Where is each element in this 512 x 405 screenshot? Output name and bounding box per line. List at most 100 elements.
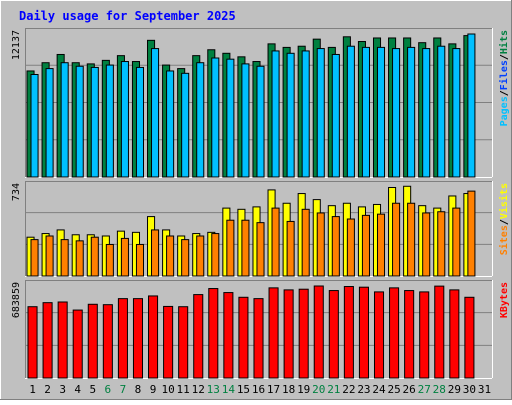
x-tick-label: 16	[252, 383, 265, 396]
series-legend: Sites/Visits	[498, 183, 510, 255]
x-tick-label: 12	[192, 383, 205, 396]
bar-files-day-3	[60, 62, 69, 178]
bar-files-day-27	[422, 48, 431, 178]
x-tick-label: 8	[135, 383, 142, 396]
x-tick-label: 29	[448, 383, 461, 396]
bar-kbytes-day-3	[57, 301, 68, 379]
bar-files-day-17	[271, 50, 280, 178]
bar-kbytes-day-26	[404, 290, 415, 379]
x-tick-label: 28	[433, 383, 446, 396]
bar-sites-day-26	[407, 202, 416, 277]
bar-files-day-15	[241, 63, 250, 178]
bar-files-day-23	[361, 46, 370, 178]
chart-title: Daily usage for September 2025	[19, 9, 236, 23]
bar-kbytes-day-16	[253, 298, 264, 379]
bar-kbytes-day-25	[389, 287, 400, 379]
bar-kbytes-day-28	[434, 285, 445, 379]
legend-entry-files: Files	[498, 60, 510, 90]
bar-kbytes-day-11	[178, 306, 189, 379]
bar-files-day-21	[331, 53, 340, 178]
x-tick-label: 22	[342, 383, 355, 396]
bar-kbytes-day-8	[132, 298, 144, 379]
bar-kbytes-day-6	[102, 304, 113, 379]
x-tick-label: 5	[89, 383, 96, 396]
bar-files-day-11	[181, 72, 190, 178]
x-tick-label: 2	[44, 383, 51, 396]
bar-sites-day-3	[60, 239, 69, 277]
y-max-label: 12137	[11, 30, 22, 60]
legend-entry-visits: Visits	[498, 183, 510, 219]
bar-files-day-6	[105, 64, 114, 178]
bar-kbytes-day-18	[283, 289, 294, 379]
bar-kbytes-day-9	[148, 295, 159, 379]
panels-layer: 12137Pages/Files/Hits734Sites/Visits6838…	[11, 28, 510, 379]
bar-sites-day-21	[331, 216, 340, 277]
bar-kbytes-day-23	[358, 286, 369, 379]
bar-sites-day-8	[135, 243, 145, 277]
series-legend: KBytes	[499, 282, 510, 318]
bar-sites-day-17	[271, 207, 280, 277]
bar-kbytes-day-17	[268, 287, 279, 379]
x-tick-label: 31	[478, 383, 491, 396]
x-tick-label: 25	[387, 383, 400, 396]
bar-sites-day-19	[301, 208, 310, 277]
legend-entry-sites: Sites	[498, 225, 510, 255]
bar-files-day-5	[90, 66, 99, 178]
x-tick-label: 7	[120, 383, 127, 396]
bar-sites-day-6	[105, 243, 114, 277]
legend-separator: /	[499, 90, 510, 96]
x-axis-labels: 1 2 3 4 5 6 7 8 9 10 11 12 13 14 15 16 17 18 19 20 21 22 23 24 2…	[29, 383, 491, 396]
bar-kbytes-day-30	[464, 296, 475, 379]
bar-files-day-25	[392, 48, 401, 178]
bar-sites-day-24	[376, 213, 386, 277]
legend-separator: /	[499, 54, 510, 60]
x-tick-label: 21	[327, 383, 340, 396]
legend-entry-kbytes: KBytes	[499, 282, 510, 318]
bar-files-day-20	[316, 48, 325, 178]
bar-kbytes-day-15	[238, 296, 249, 379]
bar-sites-day-14	[226, 219, 235, 277]
panel-visits-sites: 734 Sites/Visits	[11, 181, 510, 277]
x-tick-label: 3	[59, 383, 66, 396]
bar-sites-day-13	[211, 233, 220, 277]
bar-kbytes-day-19	[298, 288, 309, 379]
bar-kbytes-day-5	[87, 303, 98, 379]
bar-kbytes-day-24	[373, 291, 385, 379]
x-tick-label: 4	[74, 383, 81, 396]
bar-kbytes-day-27	[419, 291, 430, 379]
x-tick-label: 15	[237, 383, 250, 396]
x-tick-label: 27	[418, 383, 431, 396]
bar-kbytes-day-2	[42, 302, 53, 379]
bar-files-day-24	[376, 46, 386, 178]
legend-entry-pages: Pages	[499, 96, 510, 126]
bar-sites-day-23	[361, 214, 370, 277]
bar-sites-day-27	[422, 212, 431, 277]
y-max-label: 683859	[11, 282, 22, 318]
x-tick-label: 1	[29, 383, 36, 396]
bar-files-day-19	[301, 50, 310, 178]
bar-sites-day-5	[90, 236, 99, 277]
bar-files-day-30	[467, 33, 476, 178]
bar-files-day-2	[45, 68, 54, 178]
bar-files-day-10	[166, 70, 175, 178]
x-tick-label: 10	[161, 383, 174, 396]
bar-files-day-18	[286, 52, 295, 178]
x-tick-label: 11	[177, 383, 190, 396]
bar-files-day-16	[256, 65, 265, 178]
bar-kbytes-day-13	[208, 288, 219, 379]
bar-kbytes-day-21	[328, 290, 339, 379]
bar-files-day-14	[226, 58, 235, 178]
bar-kbytes-day-4	[72, 309, 83, 379]
bar-sites-day-22	[346, 218, 355, 277]
bar-sites-day-30	[467, 190, 476, 277]
bar-files-day-1	[30, 74, 39, 178]
x-tick-label: 19	[297, 383, 310, 396]
bar-sites-day-11	[181, 239, 190, 277]
bar-kbytes-day-20	[313, 285, 324, 379]
x-tick-label: 18	[282, 383, 295, 396]
bar-kbytes-day-22	[343, 286, 354, 379]
bar-sites-day-10	[166, 235, 175, 277]
bar-files-day-8	[135, 66, 145, 178]
